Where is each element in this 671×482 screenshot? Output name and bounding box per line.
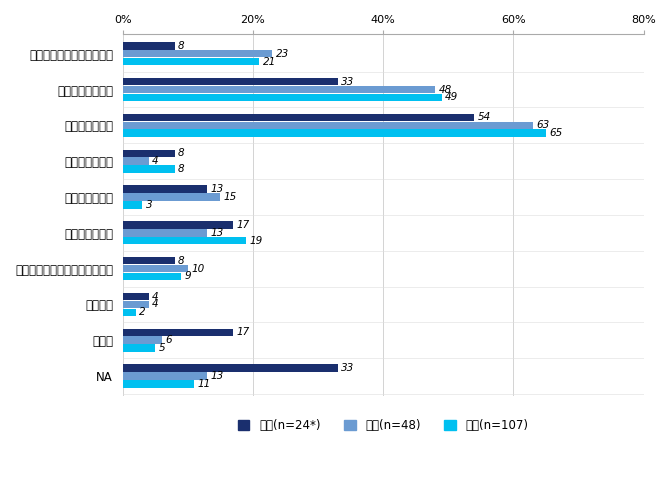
Bar <box>123 165 175 173</box>
Bar <box>123 301 149 308</box>
Bar <box>123 265 188 272</box>
Bar <box>123 94 442 101</box>
Text: 21: 21 <box>263 56 276 67</box>
Text: 33: 33 <box>341 363 354 373</box>
Bar <box>123 308 136 316</box>
Text: 33: 33 <box>341 77 354 87</box>
Text: 65: 65 <box>549 128 562 138</box>
Bar <box>123 158 149 165</box>
Bar <box>123 336 162 344</box>
Text: 8: 8 <box>178 164 185 174</box>
Bar <box>123 121 533 129</box>
Text: 63: 63 <box>536 120 550 130</box>
Text: 10: 10 <box>191 264 205 274</box>
Text: 11: 11 <box>197 379 211 389</box>
Text: 13: 13 <box>211 184 224 194</box>
Bar <box>123 50 272 57</box>
Bar <box>123 114 474 121</box>
Bar <box>123 364 338 372</box>
Bar <box>123 221 234 228</box>
Bar <box>123 58 260 66</box>
Text: 4: 4 <box>152 299 158 309</box>
Bar <box>123 78 338 85</box>
Text: 19: 19 <box>250 236 263 246</box>
Text: 15: 15 <box>223 192 237 202</box>
Text: 9: 9 <box>185 271 191 281</box>
Bar <box>123 193 220 201</box>
Bar <box>123 201 142 209</box>
Text: 5: 5 <box>158 343 165 353</box>
Legend: 自身(n=24*), 家族(n=48), 遺族(n=107): 自身(n=24*), 家族(n=48), 遺族(n=107) <box>233 415 533 437</box>
Bar <box>123 344 155 352</box>
Bar <box>123 149 175 157</box>
Bar <box>123 329 234 336</box>
Text: 8: 8 <box>178 256 185 266</box>
Text: 49: 49 <box>445 93 458 102</box>
Text: 13: 13 <box>211 371 224 381</box>
Bar <box>123 237 246 244</box>
Text: 8: 8 <box>178 148 185 158</box>
Bar <box>123 293 149 300</box>
Text: 48: 48 <box>439 84 452 94</box>
Text: 17: 17 <box>237 220 250 230</box>
Text: 3: 3 <box>146 200 152 210</box>
Text: 4: 4 <box>152 292 158 302</box>
Text: 13: 13 <box>211 228 224 238</box>
Bar <box>123 380 195 388</box>
Text: 6: 6 <box>165 335 172 345</box>
Text: 23: 23 <box>276 49 289 59</box>
Text: 2: 2 <box>139 308 146 317</box>
Bar <box>123 257 175 265</box>
Bar <box>123 372 207 380</box>
Text: 54: 54 <box>478 112 491 122</box>
Bar <box>123 130 546 137</box>
Text: 4: 4 <box>152 156 158 166</box>
Bar <box>123 229 207 237</box>
Bar <box>123 186 207 193</box>
Text: 17: 17 <box>237 327 250 337</box>
Text: 8: 8 <box>178 41 185 51</box>
Bar <box>123 42 175 50</box>
Bar <box>123 273 181 280</box>
Bar <box>123 86 435 94</box>
